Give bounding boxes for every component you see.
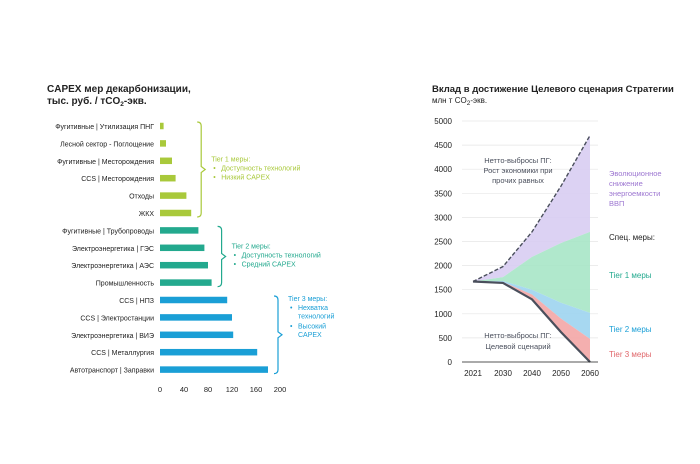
area-tier2 — [473, 281, 590, 339]
category-label: CCS | НПЗ — [119, 298, 154, 305]
category-label: Электроэнергетика | ВИЭ — [71, 333, 154, 340]
capex-title-line1: CAPEX мер декарбонизации, — [47, 83, 191, 95]
category-label: Электроэнергетика | ГЭС — [72, 246, 154, 253]
label-evolution: ВВП — [609, 199, 624, 208]
y-tick-label: 2500 — [434, 238, 452, 247]
tier-bullet: Низкий CAPEX — [221, 174, 270, 182]
y-tick-label: 3000 — [434, 213, 452, 222]
label-netto-growth: прочих равных — [492, 176, 544, 185]
x-tick-label: 80 — [204, 385, 212, 394]
label-netto-target: Целевой сценарий — [485, 342, 550, 351]
bar — [160, 227, 199, 234]
label-netto-growth: Нетто-выбросы ПГ: — [484, 156, 552, 165]
line-netto-target — [472, 280, 591, 363]
category-label: Автотранспорт | Заправки — [70, 368, 154, 375]
y-tick-label: 3500 — [434, 189, 452, 198]
tier-heading: Tier 2 меры: — [232, 244, 271, 251]
capex-title-line2: тыс. руб. / тCO2-экв. — [47, 95, 147, 108]
area-evolution — [473, 135, 590, 282]
label-evolution: Эволюционное — [609, 169, 662, 178]
bullet-marker: • — [213, 175, 216, 182]
area-tier3 — [473, 281, 590, 362]
y-tick-label: 1500 — [434, 286, 452, 295]
y-tick-label: 1000 — [434, 310, 452, 319]
category-label: Промышленность — [96, 281, 155, 288]
bar — [160, 140, 166, 147]
tier-bracket — [273, 295, 283, 375]
category-label: Лесной сектор - Поглощение — [60, 140, 154, 148]
category-label: ЖКХ — [139, 211, 155, 218]
category-label: Фугитивные | Утилизация ПНГ — [55, 124, 154, 131]
bullet-marker: • — [213, 166, 216, 173]
tier-bullet: Нехватка — [298, 305, 328, 312]
bullet-marker: • — [290, 305, 293, 312]
label-tier3: Tier 3 меры — [609, 350, 652, 359]
bar — [160, 296, 228, 304]
scenario-title: Вклад в достижение Целевого сценария Стр… — [432, 84, 674, 95]
x-tick-label: 40 — [180, 385, 188, 394]
y-tick-label: 5000 — [434, 117, 452, 126]
bar — [160, 192, 187, 199]
category-label: Фугитивные | Трубопроводы — [62, 227, 154, 235]
tier-bullet: Доступность технологий — [221, 165, 300, 173]
bar — [160, 314, 232, 321]
category-label: CCS | Электростанции — [80, 315, 154, 322]
y-tick-label: 500 — [439, 334, 453, 343]
capex-chart: CAPEX мер декарбонизации,тыс. руб. / тCO… — [47, 83, 334, 394]
x-tick-label: 120 — [226, 385, 239, 394]
area-tier1 — [473, 231, 590, 313]
tier-heading: Tier 1 меры: — [211, 157, 250, 164]
label-tier1: Tier 1 меры — [609, 271, 652, 280]
label-evolution: энергоемкости — [609, 189, 660, 198]
y-tick-label: 2000 — [434, 262, 452, 271]
x-tick-label: 2050 — [552, 369, 570, 378]
y-tick-label: 4000 — [434, 165, 452, 174]
bar — [160, 174, 176, 182]
x-tick-label: 200 — [274, 385, 287, 394]
category-label: Отходы — [129, 194, 154, 201]
x-tick-label: 0 — [158, 385, 162, 394]
category-label: Электроэнергетика | АЭС — [71, 263, 154, 270]
tier-bullet: Доступность технологий — [242, 252, 321, 260]
scenario-subtitle: млн т CO2-экв. — [432, 96, 487, 107]
tier-bracket — [217, 225, 227, 288]
bar — [160, 279, 212, 286]
y-tick-label: 0 — [448, 358, 453, 367]
bar — [160, 331, 234, 339]
bar — [160, 348, 258, 356]
tier-bullet: Средний CAPEX — [242, 261, 296, 269]
bar — [160, 366, 268, 373]
x-tick-label: 2060 — [581, 369, 599, 378]
label-evolution: снижение — [609, 179, 643, 188]
category-label: CCS | Металлургия — [91, 350, 154, 357]
line-netto-growth — [472, 135, 591, 283]
bar — [160, 157, 172, 165]
tier-bullet: Высокий — [298, 323, 326, 331]
tier-bullet: CAPEX — [298, 332, 322, 339]
bar — [160, 261, 208, 269]
tier-bullet: технологий — [298, 313, 334, 321]
category-label: Фугитивные | Месторождения — [57, 159, 154, 166]
x-tick-label: 2021 — [464, 369, 482, 378]
category-label: CCS | Месторождения — [81, 176, 154, 183]
x-tick-label: 2030 — [494, 369, 512, 378]
label-netto-growth: Рост экономики при — [483, 166, 552, 175]
x-tick-label: 2040 — [523, 369, 541, 378]
label-netto-target: Нетто-выбросы ПГ: — [484, 331, 552, 340]
bullet-marker: • — [234, 262, 237, 269]
y-tick-label: 4500 — [434, 141, 452, 150]
bullet-marker: • — [234, 253, 237, 260]
x-tick-label: 160 — [250, 385, 263, 394]
tier-heading: Tier 3 меры: — [288, 296, 327, 303]
bar — [160, 209, 192, 217]
tier-bracket — [197, 121, 207, 218]
bar — [160, 244, 205, 252]
bar — [160, 122, 164, 130]
bullet-marker: • — [290, 324, 293, 331]
label-tier2: Tier 2 меры — [609, 325, 652, 334]
label-spec-measures: Спец. меры: — [609, 233, 655, 242]
